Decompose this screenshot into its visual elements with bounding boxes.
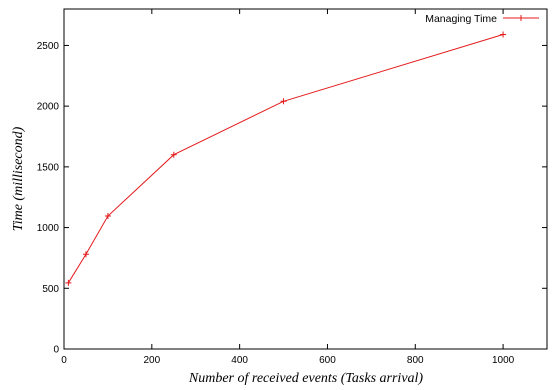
plot-frame	[63, 8, 548, 350]
legend: Managing Time	[425, 13, 539, 25]
x-tick-label: 1000	[492, 355, 515, 366]
y-tick-label: 1500	[37, 162, 60, 173]
x-tick-label: 200	[143, 355, 160, 366]
data-point	[65, 279, 72, 286]
y-axis-label: Time (millisecond)	[11, 126, 26, 231]
y-tick-label: 2000	[37, 102, 60, 113]
data-point	[82, 251, 89, 258]
data-point	[280, 98, 287, 105]
x-tick-label: 800	[407, 355, 424, 366]
series-line	[67, 34, 504, 284]
tick-labels: 0 200 400 600 800 1000 0 500 1000 1500 2000 2500	[37, 41, 515, 366]
y-tick-label: 1000	[37, 223, 60, 234]
x-tick-label: 400	[231, 355, 248, 366]
data-point	[104, 213, 111, 220]
legend-marker	[518, 15, 524, 21]
series-group	[65, 31, 507, 286]
data-point	[500, 31, 507, 38]
y-tick-label: 500	[42, 284, 59, 295]
x-tick-label: 600	[319, 355, 336, 366]
y-tick-label: 0	[53, 345, 59, 356]
axis-ticks	[63, 9, 547, 350]
x-axis-label: Number of received events (Tasks arrival…	[188, 371, 424, 386]
y-tick-label: 2500	[37, 41, 60, 52]
x-tick-label: 0	[61, 355, 67, 366]
legend-label: Managing Time	[425, 13, 497, 25]
data-point	[170, 151, 177, 158]
